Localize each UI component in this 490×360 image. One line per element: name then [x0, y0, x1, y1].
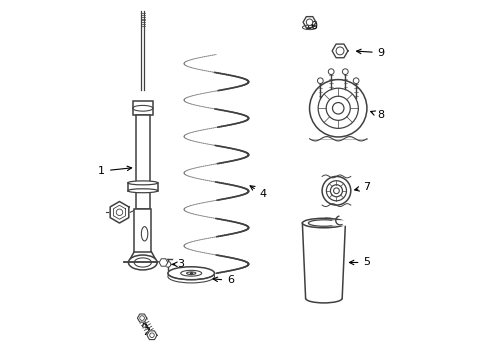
Text: 8: 8	[371, 111, 385, 121]
Bar	[134, 209, 151, 252]
Bar	[133, 101, 153, 116]
Polygon shape	[159, 259, 168, 266]
Circle shape	[310, 80, 367, 137]
Ellipse shape	[128, 189, 158, 193]
Polygon shape	[137, 314, 147, 322]
Circle shape	[326, 96, 350, 120]
Ellipse shape	[134, 258, 151, 267]
Ellipse shape	[308, 220, 340, 226]
Circle shape	[140, 316, 145, 320]
Ellipse shape	[141, 226, 148, 241]
Ellipse shape	[128, 255, 157, 270]
Circle shape	[333, 103, 344, 114]
Polygon shape	[332, 44, 348, 58]
Circle shape	[334, 188, 339, 194]
Text: 3: 3	[173, 259, 184, 269]
Circle shape	[322, 176, 351, 205]
Circle shape	[306, 19, 313, 26]
Ellipse shape	[302, 25, 317, 30]
Text: 7: 7	[355, 182, 370, 192]
Ellipse shape	[128, 181, 158, 185]
Circle shape	[318, 88, 358, 129]
Circle shape	[326, 181, 346, 201]
Ellipse shape	[168, 270, 215, 283]
Ellipse shape	[302, 218, 345, 228]
Circle shape	[343, 69, 348, 75]
Circle shape	[336, 47, 344, 55]
Polygon shape	[147, 331, 157, 339]
Text: 10: 10	[304, 21, 319, 31]
Circle shape	[328, 69, 334, 75]
Bar	[136, 116, 150, 209]
Ellipse shape	[168, 267, 215, 280]
Circle shape	[116, 209, 122, 216]
Text: 2: 2	[143, 321, 150, 337]
Text: 6: 6	[213, 275, 234, 285]
Polygon shape	[303, 17, 316, 28]
Polygon shape	[110, 202, 129, 223]
Text: 1: 1	[98, 166, 132, 176]
Text: 4: 4	[250, 186, 267, 199]
Circle shape	[318, 78, 323, 84]
Ellipse shape	[187, 272, 196, 275]
Circle shape	[353, 78, 359, 84]
Circle shape	[330, 185, 343, 197]
Circle shape	[165, 261, 171, 267]
Text: 5: 5	[349, 257, 370, 267]
Circle shape	[150, 333, 154, 337]
Bar	[128, 183, 158, 191]
Text: 9: 9	[357, 48, 385, 58]
Ellipse shape	[181, 270, 202, 276]
